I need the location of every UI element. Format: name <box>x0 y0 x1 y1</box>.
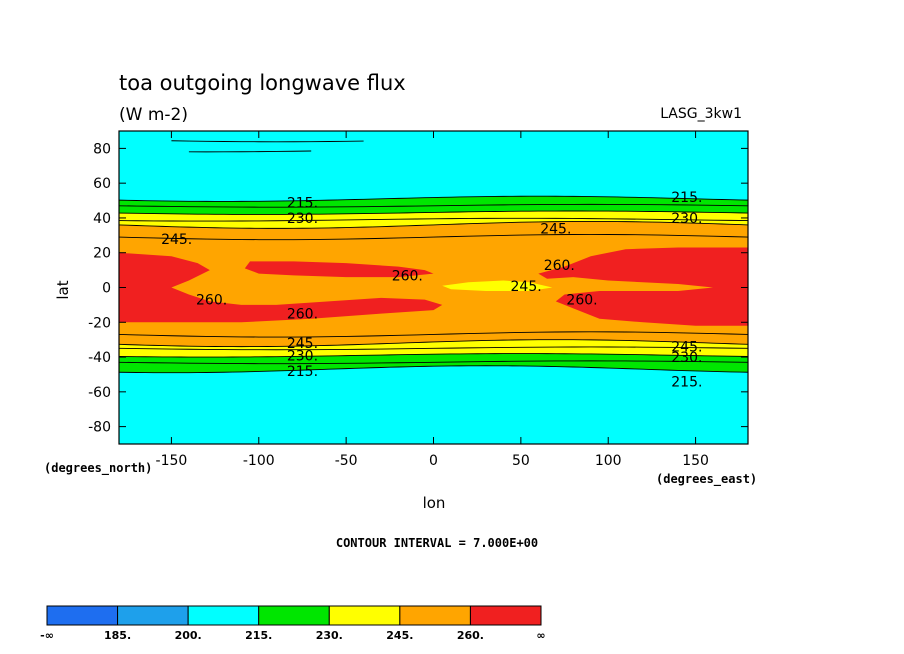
contour-label: 215. <box>287 195 318 211</box>
y-units-note: (degrees_north) <box>44 461 152 476</box>
y-tick-label: 60 <box>93 176 111 192</box>
x-tick-label: 100 <box>595 453 622 469</box>
contour-lines <box>119 140 748 374</box>
colorbar-swatch <box>469 605 542 626</box>
colorbar-swatch <box>258 605 330 626</box>
cool-patch-equator <box>442 280 553 291</box>
contour-label: 245. <box>671 340 702 356</box>
axis-ticks: -150 -100 -50 0 50 100 150 80 60 40 20 0 -20 -40 -60 -8… <box>88 131 748 469</box>
x-tick-label: -100 <box>243 453 275 469</box>
y-tick-label: 40 <box>93 211 111 227</box>
colorbar-swatch <box>328 605 401 626</box>
line-245-north <box>119 220 748 229</box>
contour-label: 230. <box>287 348 318 364</box>
line-230-north <box>119 210 748 215</box>
x-tick-label: -50 <box>335 453 358 469</box>
line-arctic-1 <box>171 140 364 143</box>
contour-labels: 215.230.245.245.215.230.260.260.245.260.… <box>161 190 702 390</box>
contour-label: 260. <box>287 307 318 323</box>
x-tick-label: -150 <box>156 453 188 469</box>
colorbar-label: 260. <box>457 629 484 642</box>
contour-label: 260. <box>544 258 575 274</box>
colorbar: -∞ 185. 200. 215. 230. 245. 260. ∞ <box>40 605 546 642</box>
model-label: LASG_3kw1 <box>660 106 742 122</box>
contour-label: 245. <box>161 232 192 248</box>
warm-region-north-atlantic <box>244 261 434 278</box>
units-label: (W m-2) <box>119 105 188 125</box>
line-215-north <box>119 195 748 202</box>
y-tick-label: -20 <box>88 315 111 331</box>
line-215-south <box>119 365 748 374</box>
y-tick-label: 80 <box>93 141 111 157</box>
contour-label: 260. <box>566 293 597 309</box>
colorbar-label: 215. <box>245 629 272 642</box>
contour-label: 245. <box>511 279 542 295</box>
line-222-south <box>119 360 748 365</box>
contour-label: 245. <box>540 221 571 237</box>
contour-label: 215. <box>671 190 702 206</box>
y-axis-label: lat <box>54 280 72 299</box>
colorbar-swatch <box>117 605 189 626</box>
band-245-260 <box>119 221 748 347</box>
contour-label: 230. <box>287 211 318 227</box>
line-245-south <box>119 339 748 348</box>
x-tick-label: 0 <box>429 453 438 469</box>
line-230-south <box>119 353 748 358</box>
colorbar-label: -∞ <box>40 629 54 642</box>
x-tick-label: 50 <box>512 453 530 469</box>
x-units-note: (degrees_east) <box>656 472 757 487</box>
colorbar-label: ∞ <box>536 629 545 642</box>
y-tick-label: 0 <box>102 281 111 297</box>
contour-fill <box>119 131 748 444</box>
contour-label: 260. <box>196 293 227 309</box>
line-252-north <box>119 234 748 241</box>
contour-label: 260. <box>392 268 423 284</box>
chart-title: toa outgoing longwave flux <box>119 71 406 95</box>
line-222-north <box>119 203 748 208</box>
y-tick-label: -40 <box>88 350 111 366</box>
x-axis-label: lon <box>423 494 446 512</box>
y-tick-label: 20 <box>93 246 111 262</box>
line-237-north <box>119 217 748 222</box>
x-tick-label: 150 <box>682 453 709 469</box>
contour-label: 230. <box>671 211 702 227</box>
warm-region-west <box>119 252 443 323</box>
colorbar-label: 185. <box>104 629 131 642</box>
contour-interval-note: CONTOUR INTERVAL = 7.000E+00 <box>336 536 538 550</box>
line-252-south <box>119 331 748 338</box>
colorbar-swatch <box>187 605 260 626</box>
line-arctic-2 <box>188 150 312 153</box>
colorbar-swatch <box>399 605 471 626</box>
colorbar-swatch <box>46 605 119 626</box>
y-tick-label: -60 <box>88 385 111 401</box>
colorbar-label: 200. <box>175 629 202 642</box>
line-237-south <box>119 346 748 351</box>
contour-label: 215. <box>671 374 702 390</box>
warm-region-east <box>538 247 748 326</box>
contour-label: 215. <box>287 364 318 380</box>
contour-label: 245. <box>287 336 318 352</box>
y-tick-label: -80 <box>88 420 111 436</box>
colorbar-label: 245. <box>386 629 413 642</box>
colorbar-label: 230. <box>316 629 343 642</box>
contour-label: 230. <box>671 350 702 366</box>
